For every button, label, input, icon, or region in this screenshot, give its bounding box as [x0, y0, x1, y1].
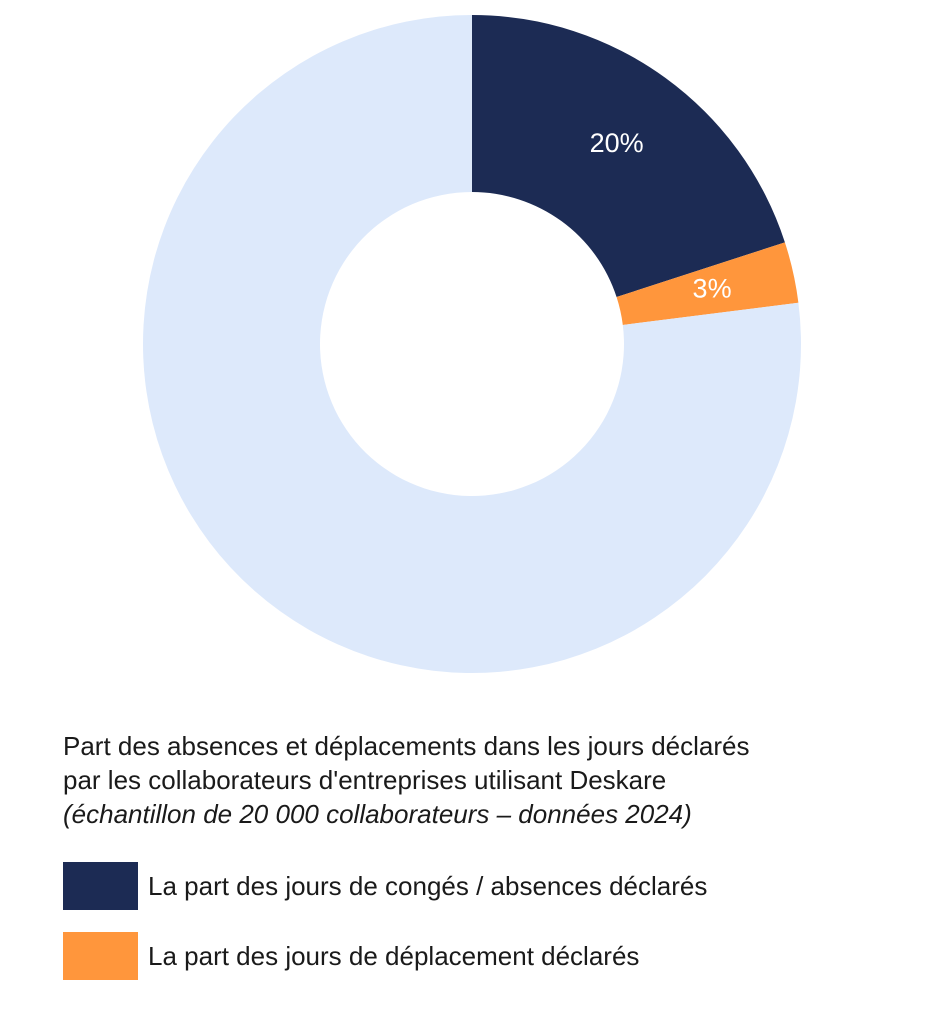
slice-label-0: 20%	[590, 128, 644, 158]
slice-label-1: 3%	[693, 273, 732, 303]
legend-swatch-absences	[63, 862, 138, 910]
chart-legend: La part des jours de congés / absences d…	[63, 862, 707, 1002]
legend-label-deplacement: La part des jours de déplacement déclaré…	[148, 940, 640, 971]
donut-slice-2	[142, 15, 801, 673]
donut-slice-0	[472, 15, 785, 298]
legend-swatch-deplacement	[63, 932, 138, 980]
chart-caption: Part des absences et déplacements dans l…	[63, 729, 933, 831]
caption-line-2: par les collaborateurs d'entreprises uti…	[63, 765, 667, 795]
caption-line-1: Part des absences et déplacements dans l…	[63, 731, 750, 761]
donut-slice-1	[616, 242, 799, 325]
legend-item-deplacement: La part des jours de déplacement déclaré…	[63, 932, 707, 980]
legend-item-absences: La part des jours de congés / absences d…	[63, 862, 707, 910]
legend-label-absences: La part des jours de congés / absences d…	[148, 870, 708, 901]
caption-sample-note: (échantillon de 20 000 collaborateurs – …	[63, 799, 692, 829]
donut-chart: 20% 3%	[142, 15, 801, 673]
